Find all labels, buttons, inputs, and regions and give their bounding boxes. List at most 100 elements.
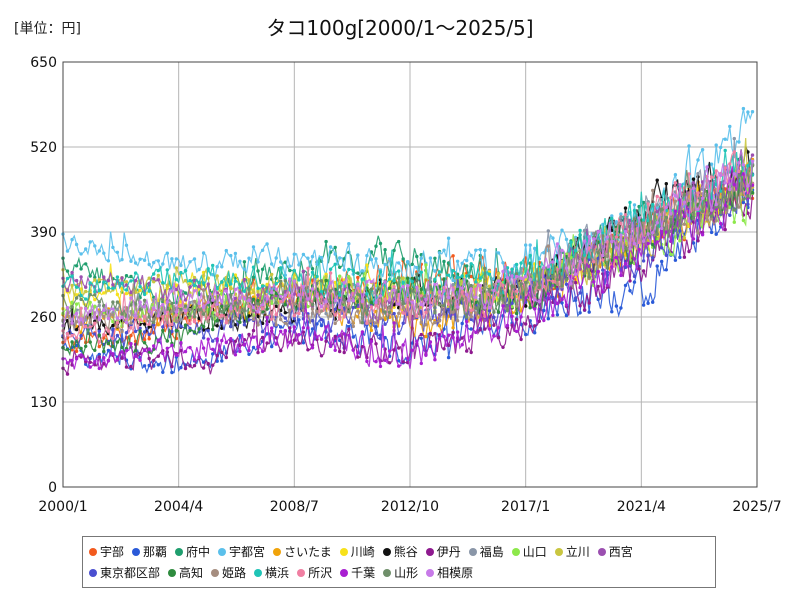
data-point (709, 230, 714, 235)
data-point (111, 323, 115, 328)
data-point (174, 328, 179, 333)
data-point (714, 143, 718, 147)
data-point (632, 274, 637, 279)
data-point (446, 236, 451, 240)
legend-label: 高知 (179, 566, 204, 580)
data-point (687, 219, 691, 223)
x-tick-label: 2021/4 (617, 499, 666, 515)
data-point (265, 276, 269, 281)
data-point (79, 267, 83, 271)
data-point (406, 276, 410, 280)
data-point (351, 335, 355, 339)
data-point (333, 245, 337, 250)
data-point (328, 267, 333, 271)
data-point (415, 265, 419, 270)
data-point (592, 260, 596, 264)
data-point (451, 254, 455, 258)
data-point (433, 358, 437, 362)
data-point (469, 274, 473, 279)
data-point (188, 293, 192, 297)
data-point (297, 263, 301, 267)
data-point (623, 283, 628, 288)
data-point (315, 337, 319, 342)
data-point (310, 307, 315, 311)
data-point (501, 298, 505, 302)
data-point (542, 266, 546, 270)
data-point (229, 287, 233, 291)
legend-marker (425, 547, 434, 556)
data-point (97, 300, 102, 304)
data-point (465, 274, 469, 278)
data-point (133, 278, 138, 283)
data-point (614, 246, 619, 250)
data-point (147, 347, 151, 351)
data-point (392, 348, 396, 352)
data-point (297, 341, 301, 345)
legend-label: 立川 (565, 545, 590, 559)
data-point (97, 249, 102, 253)
data-point (442, 289, 446, 293)
data-point (97, 340, 102, 344)
data-point (310, 278, 315, 282)
data-point (655, 178, 659, 182)
data-point (737, 140, 741, 144)
data-point (719, 211, 723, 215)
data-point (709, 175, 714, 179)
data-point (732, 220, 736, 224)
data-point (487, 272, 492, 276)
data-point (415, 254, 419, 259)
data-point (333, 298, 337, 303)
data-point (319, 337, 324, 341)
data-point (678, 255, 682, 260)
data-point (270, 344, 274, 349)
data-point (465, 319, 469, 324)
data-point (596, 230, 600, 234)
data-point (483, 248, 487, 253)
data-point (460, 261, 464, 265)
data-point (347, 267, 351, 272)
data-point (179, 270, 183, 275)
data-point (496, 301, 501, 305)
data-point (147, 337, 151, 341)
data-point (129, 333, 133, 338)
data-point (233, 317, 238, 321)
data-point (324, 239, 328, 244)
data-point (628, 261, 632, 265)
data-point (333, 334, 337, 339)
data-point (451, 299, 455, 303)
data-point (65, 269, 70, 273)
data-point (256, 290, 260, 294)
data-point (446, 355, 451, 360)
data-point (106, 341, 111, 346)
data-point (97, 329, 102, 333)
data-point (610, 265, 614, 269)
data-point (533, 298, 537, 302)
data-point (333, 348, 337, 352)
data-point (709, 217, 714, 221)
legend-label: 宇都宮 (229, 545, 266, 559)
data-point (324, 299, 328, 304)
data-point (487, 309, 492, 313)
data-point (256, 310, 260, 314)
data-point (451, 283, 455, 287)
data-point (378, 364, 383, 369)
data-point (578, 304, 582, 308)
data-point (496, 251, 501, 255)
data-point (242, 309, 247, 313)
data-point (120, 356, 124, 360)
data-point (487, 287, 492, 292)
data-point (247, 304, 251, 308)
legend-label: 川崎 (350, 545, 375, 559)
data-point (569, 240, 573, 244)
legend-item: 立川 (554, 541, 590, 562)
data-point (719, 145, 723, 150)
data-point (138, 257, 142, 261)
data-point (596, 269, 600, 274)
data-point (156, 268, 160, 273)
data-point (206, 319, 210, 324)
data-point (587, 301, 591, 305)
data-point (465, 293, 469, 297)
data-point (510, 295, 514, 300)
data-point (510, 284, 514, 288)
